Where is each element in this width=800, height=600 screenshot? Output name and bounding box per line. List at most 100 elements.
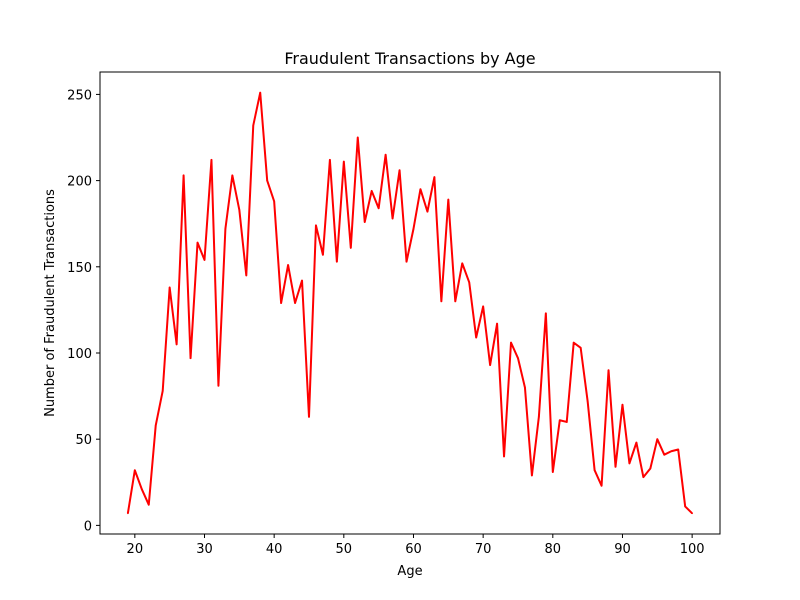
data-point	[656, 438, 659, 440]
y-tick-label: 150	[67, 261, 92, 276]
data-point	[336, 260, 338, 263]
y-axis-label: Number of Fraudulent Transactions	[43, 189, 58, 417]
data-point	[461, 262, 464, 265]
data-point	[356, 136, 359, 139]
y-tick-label: 250	[67, 88, 92, 103]
data-point	[370, 190, 373, 192]
data-point	[294, 302, 296, 304]
data-point	[586, 400, 589, 403]
data-point	[134, 469, 136, 472]
data-point	[398, 169, 401, 172]
data-point	[663, 453, 666, 456]
data-point	[252, 124, 255, 127]
data-point	[496, 322, 498, 325]
data-point	[517, 357, 519, 359]
y-tick-label: 200	[67, 175, 92, 190]
data-point	[538, 415, 540, 418]
data-point	[259, 91, 262, 94]
data-point	[440, 300, 443, 303]
data-point	[266, 179, 268, 182]
data-point	[635, 441, 638, 444]
axes-frame	[99, 71, 721, 535]
x-tick-label: 30	[196, 542, 213, 557]
data-point	[127, 512, 129, 515]
data-point	[503, 455, 505, 458]
data-point	[301, 279, 303, 282]
x-tick-label: 40	[266, 542, 283, 557]
data-point	[565, 421, 568, 423]
data-point	[447, 198, 450, 201]
data-point	[572, 341, 575, 344]
chart-title: Fraudulent Transactions by Age	[284, 49, 535, 68]
data-point	[524, 386, 526, 389]
data-point	[558, 419, 561, 422]
data-point	[322, 253, 324, 256]
data-point	[489, 364, 491, 366]
x-tick-label: 20	[127, 542, 144, 557]
data-point	[419, 188, 422, 191]
data-point	[593, 469, 596, 472]
data-point	[579, 347, 582, 349]
data-point	[217, 384, 220, 387]
plot-area	[126, 91, 693, 515]
x-axis-label: Age	[397, 564, 422, 579]
y-tick-label: 0	[84, 519, 92, 534]
data-point	[315, 224, 317, 227]
data-point	[287, 264, 289, 266]
data-point	[614, 465, 617, 468]
data-point	[377, 207, 380, 209]
data-point	[621, 403, 624, 406]
x-tick-label: 60	[405, 542, 422, 557]
x-tick-label: 70	[475, 542, 492, 557]
data-point	[238, 209, 241, 211]
data-point	[670, 450, 673, 453]
data-point	[405, 260, 408, 263]
data-point	[545, 312, 547, 315]
data-point	[168, 286, 171, 289]
data-point	[224, 228, 227, 230]
data-point	[147, 503, 150, 506]
data-point	[329, 159, 331, 161]
data-point	[510, 341, 512, 344]
data-point	[280, 302, 282, 304]
data-point	[600, 484, 603, 487]
y-tick-label: 50	[75, 433, 92, 448]
y-tick-label: 100	[67, 347, 92, 362]
data-point	[649, 467, 652, 470]
x-tick-label: 50	[336, 542, 353, 557]
data-point	[210, 159, 213, 161]
data-point	[677, 448, 680, 451]
data-point	[628, 462, 631, 465]
data-point	[384, 153, 387, 156]
data-point	[468, 281, 471, 284]
data-point	[231, 174, 234, 177]
data-point	[454, 300, 457, 303]
y-axis: 0 50 100 150 200 250	[67, 88, 100, 534]
data-point	[189, 357, 192, 359]
data-point	[531, 474, 533, 477]
data-point	[308, 415, 310, 418]
data-point	[691, 512, 693, 515]
data-point	[203, 259, 206, 261]
data-point	[273, 200, 275, 203]
data-point	[245, 274, 248, 277]
data-point	[482, 305, 484, 308]
x-tick-label: 80	[545, 542, 562, 557]
x-axis: 20 30 40 50 60 70 80 90 100	[127, 534, 705, 557]
data-point	[684, 505, 686, 508]
data-point	[140, 488, 143, 490]
data-point	[475, 336, 477, 339]
data-point	[349, 247, 352, 249]
data-point	[642, 476, 645, 478]
data-point	[607, 369, 610, 372]
data-point	[161, 390, 164, 392]
data-point	[175, 343, 178, 346]
data-point	[426, 210, 429, 213]
data-point	[552, 471, 554, 473]
data-point	[182, 174, 185, 177]
data-point	[196, 241, 199, 244]
data-point	[412, 228, 415, 230]
data-point	[391, 217, 394, 220]
data-point	[363, 221, 366, 223]
